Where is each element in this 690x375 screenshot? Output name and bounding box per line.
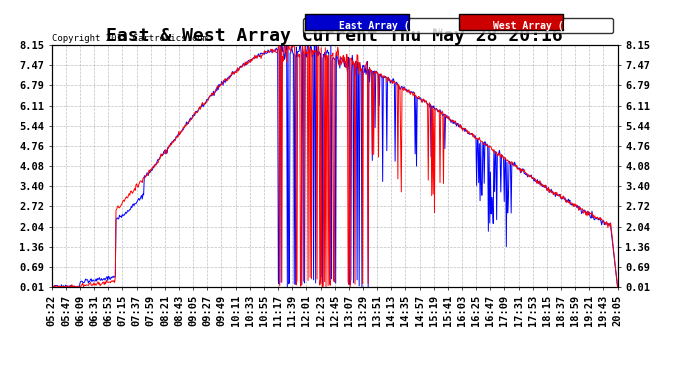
Legend: East Array (DC Amps), West Array (DC Amps): East Array (DC Amps), West Array (DC Amp… bbox=[303, 18, 613, 33]
Title: East & West Array Current Thu May 28 20:16: East & West Array Current Thu May 28 20:… bbox=[106, 27, 563, 45]
Text: Copyright 2015 Cartronics.com: Copyright 2015 Cartronics.com bbox=[52, 34, 208, 43]
